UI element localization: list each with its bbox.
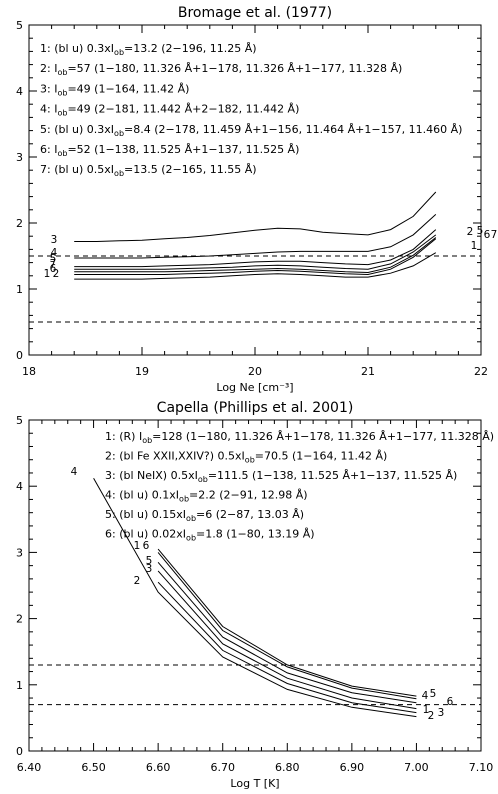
x-tick-label: 19	[135, 365, 149, 378]
legend-entry: 3: (bl NeIX) 0.5xIob​=111.5 (1−138, 11.5…	[105, 469, 457, 484]
y-tick-label: 4	[16, 480, 23, 493]
x-tick-label: 6.50	[81, 761, 106, 774]
legend-entry: 4: (bl u) 0.1xIob​=2.2 (2−91, 12.98 Å)	[105, 489, 308, 504]
chart-title: Bromage et al. (1977)	[178, 5, 332, 21]
series-label-1: 1	[471, 240, 478, 252]
series-label-3: 3	[438, 707, 445, 719]
series-label-2: 2	[428, 710, 435, 722]
x-tick-label: 7.00	[404, 761, 429, 774]
legend-entry: 3: Iob​=49 (1−164, 11.42 Å)	[40, 82, 189, 97]
plot-frame	[28, 419, 482, 752]
legend-entry: 2: Iob​=57 (1−180, 11.326 Å+1−178, 11.32…	[40, 62, 402, 77]
series-label-6: 6	[447, 696, 454, 708]
legend-entry: 2: (bl Fe XXII,XXIV?) 0.5xIob​=70.5 (1−1…	[105, 450, 387, 465]
series-label-5: 5	[477, 225, 484, 237]
series-line-3	[74, 191, 437, 242]
series-label-3: 3	[51, 234, 58, 246]
series-label-4: 4	[422, 690, 429, 702]
x-tick-label: 7.10	[469, 761, 494, 774]
legend-entry: 7: (bl u) 0.5xIob​=13.5 (2−165, 11.55 Å)	[40, 163, 257, 178]
x-tick-label: 6.40	[17, 761, 42, 774]
series-line-2	[157, 581, 417, 714]
x-axis-label: Log T [K]	[230, 777, 279, 790]
series-line-4	[74, 214, 437, 259]
series-line-7	[74, 238, 437, 276]
x-tick-label: 22	[474, 365, 488, 378]
y-tick-label: 3	[16, 546, 23, 559]
chart-panel-2: Capella (Phillips et al. 2001) 6.40 6.50 6.…	[16, 400, 494, 790]
y-tick-label: 3	[16, 151, 23, 164]
series-label-3: 3	[146, 563, 153, 575]
series-line-6	[157, 552, 417, 700]
series-line-3	[157, 570, 417, 710]
x-axis-label: Log Ne [cm⁻³]	[216, 381, 293, 394]
legend-entry: 5: (bl u) 0.15xIob​=6 (2−87, 13.03 Å)	[105, 508, 304, 523]
y-tick-label: 0	[16, 745, 23, 758]
series-line-1	[157, 548, 417, 697]
y-tick-label: 0	[16, 349, 23, 362]
legend-entry: 6: Iob​=52 (1−138, 11.525 Å+1−137, 11.52…	[40, 143, 299, 158]
series-label-2: 2	[134, 575, 141, 587]
series-line-5	[157, 561, 417, 704]
y-tick-label: 2	[16, 613, 23, 626]
series-label-2: 2	[467, 226, 474, 238]
y-tick-label: 1	[16, 283, 23, 296]
series-line-1	[74, 252, 437, 280]
legend-entry: 6: (bl u) 0.02xIob​=1.8 (1−80, 13.19 Å)	[105, 528, 315, 543]
series-line-2	[74, 229, 437, 268]
y-tick-label: 2	[16, 217, 23, 230]
series-line-6	[74, 237, 437, 274]
y-tick-label: 5	[16, 19, 23, 32]
y-tick-label: 5	[16, 414, 23, 427]
legend-entry: 1: (bl u) 0.3xIob​=13.2 (2−196, 11.25 Å)	[40, 42, 257, 57]
series-label-5: 5	[50, 253, 57, 265]
series-label-5: 5	[146, 555, 153, 567]
x-tick-label: 6.70	[210, 761, 235, 774]
chart-title: Capella (Phillips et al. 2001)	[157, 400, 354, 416]
x-tick-label: 21	[361, 365, 375, 378]
chart-panel-1: Bromage et al. (1977)18 19 20 21 22012345Log…	[16, 5, 497, 394]
legend-entry: 4: Iob​=49 (2−181, 11.442 Å+2−182, 11.44…	[40, 103, 299, 118]
series-label-1: 1	[423, 704, 430, 716]
series-label-1: 1	[134, 540, 141, 552]
legend-entry: 5: (bl u) 0.3xIob​=8.4 (2−178, 11.459 Å+…	[40, 123, 462, 138]
x-tick-label: 6.80	[275, 761, 300, 774]
x-tick-label: 6.60	[146, 761, 171, 774]
series-line-5	[74, 234, 437, 270]
series-label-7: 7	[50, 258, 57, 270]
series-label-6: 6	[143, 540, 150, 552]
series-label-5: 5	[430, 688, 437, 700]
y-tick-label: 4	[16, 85, 23, 98]
series-line-4	[93, 478, 417, 718]
series-label-2: 2	[53, 268, 60, 280]
series-label-7: 7	[491, 229, 498, 241]
series-label-6: 6	[484, 229, 491, 241]
series-label-1: 1	[44, 268, 51, 280]
series-label-4: 4	[51, 247, 58, 259]
x-tick-label: 20	[248, 365, 262, 378]
legend-entry: 1: (R) Iob​=128 (1−180, 11.326 Å+1−178, …	[105, 430, 494, 445]
x-tick-label: 6.90	[340, 761, 365, 774]
x-tick-label: 18	[22, 365, 36, 378]
series-label-4: 4	[71, 466, 78, 478]
y-tick-label: 1	[16, 679, 23, 692]
series-label-6: 6	[50, 263, 57, 275]
